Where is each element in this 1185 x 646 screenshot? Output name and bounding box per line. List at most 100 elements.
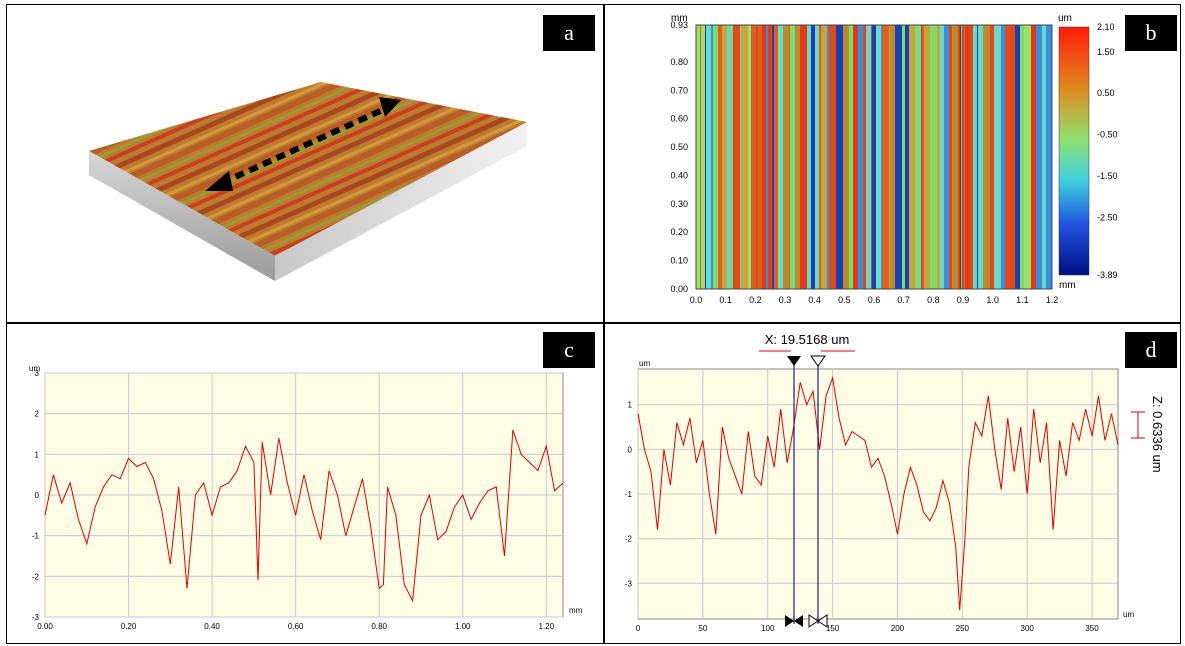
- x-tick-label-b: 0.2: [749, 295, 762, 305]
- surface-3d-render: [89, 82, 527, 281]
- height-map-stripe: [922, 25, 924, 289]
- height-map-stripe: [849, 25, 853, 289]
- height-map-stripe: [815, 25, 819, 289]
- x-tick-label: 300: [1021, 624, 1035, 633]
- height-map-stripe: [865, 25, 866, 289]
- height-map-stripe: [952, 25, 958, 289]
- y-tick-label: -2: [32, 572, 40, 581]
- height-map-stripe: [821, 25, 827, 289]
- height-map-stripe: [790, 25, 794, 289]
- x-tick-label: 0: [636, 624, 641, 633]
- height-map-stripe: [771, 25, 772, 289]
- x-unit-d: um: [1123, 610, 1134, 619]
- y-tick-label-b: 0.70: [670, 85, 688, 95]
- y-tick-label: -1: [625, 490, 633, 499]
- height-map-stripe: [902, 25, 904, 289]
- colorbar-ticks: 2.10 1.50 0.50 -0.50 -1.50 -2.50 -3.89: [1097, 22, 1118, 280]
- height-map-stripe: [807, 25, 811, 289]
- cursor-marker-bottom-filled-right-icon[interactable]: [794, 615, 803, 627]
- y-tick-label-b: 0.00: [670, 284, 688, 294]
- x-tick-label-b: 1.0: [986, 295, 999, 305]
- height-map-stripe: [983, 25, 990, 289]
- height-map-stripe: [863, 25, 865, 289]
- height-map-stripe: [962, 25, 964, 289]
- panel-label-a: a: [543, 15, 595, 51]
- height-map-stripe: [895, 25, 900, 289]
- surface-top: [89, 82, 527, 256]
- height-map-stripe: [733, 25, 740, 289]
- height-map-stripe: [843, 25, 849, 289]
- x-axis-ticks-d: 0 50 100 150 200 250 300 350: [636, 624, 1099, 633]
- height-map-stripe: [705, 25, 706, 289]
- height-map-stripe: [795, 25, 800, 289]
- colorbar: [1058, 26, 1090, 276]
- height-map-stripe: [800, 25, 807, 289]
- panel-label-c: c: [543, 332, 595, 368]
- y-tick-label-b: 0.80: [670, 57, 688, 67]
- x-tick-label-b: 1.1: [1016, 295, 1029, 305]
- height-map-stripe: [990, 25, 994, 289]
- height-map-stripe: [856, 25, 858, 289]
- height-map-stripe: [741, 25, 748, 289]
- y-tick-label: 2: [35, 410, 40, 419]
- panel-label-b: b: [1125, 15, 1177, 51]
- height-map-stripe: [964, 25, 965, 289]
- cursor-marker-bottom-open-right-icon[interactable]: [817, 614, 828, 628]
- height-map-stripe: [915, 25, 919, 289]
- x-tick-label: 50: [698, 624, 707, 633]
- height-map-stripe: [751, 25, 756, 289]
- height-map-stripe: [789, 25, 790, 289]
- x-tick-label: 0.00: [37, 622, 53, 631]
- height-map-stripe: [944, 25, 945, 289]
- x-tick-label: 0.60: [288, 622, 304, 631]
- y-tick-label: 1: [628, 401, 633, 410]
- y-axis-ticks-d: 1 0 -1 -2 -3: [625, 401, 633, 589]
- y-unit-b: mm: [671, 13, 688, 24]
- y-tick-label-b: 0.50: [670, 142, 688, 152]
- cursor-marker-bottom-open-left-icon[interactable]: [808, 614, 819, 628]
- height-map-stripe: [876, 25, 881, 289]
- cursor-marker-bottom-filled-left-icon[interactable]: [785, 615, 794, 627]
- height-map-stripe: [718, 25, 722, 289]
- height-map-stripe: [727, 25, 731, 289]
- colorbar-tick-label: -1.50: [1097, 171, 1118, 181]
- x-tick-label-b: 0.3: [779, 295, 792, 305]
- cursor-marker-top-filled-icon[interactable]: [787, 356, 801, 366]
- y-axis-ticks-b: 0.93 0.80 0.70 0.60 0.50 0.40 0.30 0.20 0.10 0.00: [670, 20, 688, 294]
- height-map-stripe: [762, 25, 766, 289]
- height-map-stripe: [794, 25, 795, 289]
- y-tick-label: 3: [35, 369, 40, 378]
- height-map-stripe: [949, 25, 952, 289]
- height-map-stripe: [1031, 25, 1036, 289]
- panel-a: a: [6, 4, 604, 323]
- x-tick-label: 200: [891, 624, 905, 633]
- height-map-stripe: [768, 25, 771, 289]
- panel-d: 1 0 -1 -2 -3 0 50 100 150 200 250 300 350 um um X: …: [604, 323, 1181, 644]
- cursor-marker-top-open-icon[interactable]: [810, 355, 826, 367]
- height-map-stripes: [696, 25, 1052, 289]
- y-unit-d: um: [639, 359, 650, 368]
- height-map-stripe: [1042, 25, 1046, 289]
- profile-line-d: [637, 375, 1119, 611]
- grid-d: [637, 369, 1118, 619]
- x-tick-label: 0.20: [121, 622, 137, 631]
- x-tick-label: 1.20: [539, 622, 555, 631]
- height-map-stripe: [978, 25, 983, 289]
- height-map-stripe: [889, 25, 890, 289]
- height-map-stripe: [1020, 25, 1024, 289]
- x-tick-label: 150: [826, 624, 840, 633]
- height-map-stripe: [900, 25, 902, 289]
- panel-label-d: d: [1125, 332, 1177, 368]
- height-map-stripe: [905, 25, 909, 289]
- arrow-head-left-icon: [205, 171, 233, 191]
- height-map-stripe: [1011, 25, 1015, 289]
- x-tick-label-b: 0.8: [927, 295, 940, 305]
- height-map-stripe: [713, 25, 718, 289]
- height-map-stripe: [700, 25, 701, 289]
- x-axis-ticks-c: 0.00 0.20 0.40 0.60 0.80 1.00 1.20: [37, 622, 554, 631]
- colorbar-tick-label: 1.50: [1097, 47, 1115, 57]
- y-unit-c: um: [29, 364, 40, 373]
- height-map-stripe: [932, 25, 937, 289]
- height-map-stripe: [766, 25, 768, 289]
- height-map-stripe: [748, 25, 751, 289]
